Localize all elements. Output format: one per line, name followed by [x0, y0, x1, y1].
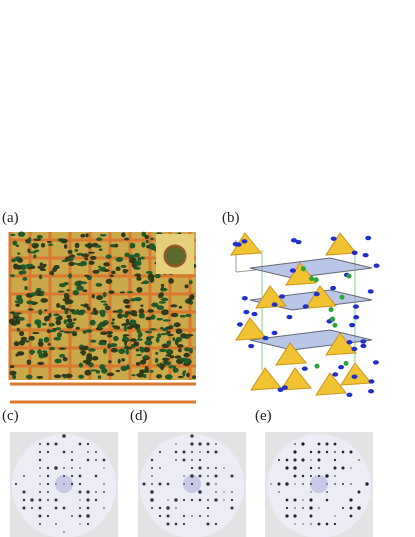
panel-label: (e) [255, 408, 272, 424]
panel-label: (d) [130, 408, 148, 424]
panel-label: (b) [222, 210, 240, 226]
diffraction-pattern [10, 432, 373, 537]
panel-label: (a) [2, 210, 19, 226]
panel-label: (c) [2, 408, 19, 424]
crystal-structure [230, 232, 380, 398]
crystal-photo [8, 231, 197, 404]
